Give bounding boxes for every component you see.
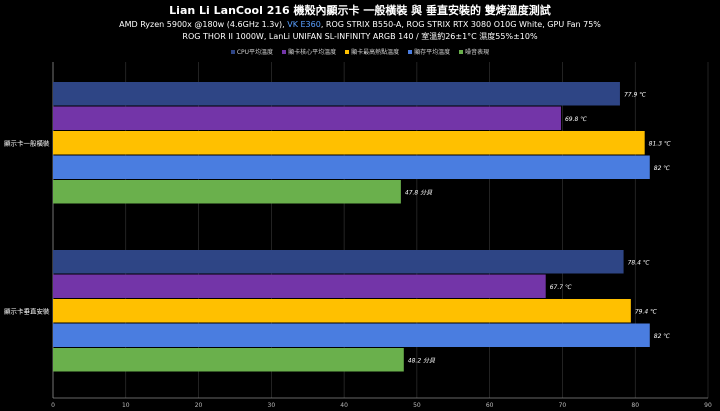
x-tick-label: 40 bbox=[340, 402, 348, 409]
legend-item-0: CPU平均溫度 bbox=[230, 47, 274, 56]
bar bbox=[53, 131, 645, 155]
category-label: 顯示卡一般橫裝 bbox=[4, 138, 50, 147]
x-tick-label: 30 bbox=[268, 402, 276, 409]
bar bbox=[53, 250, 624, 274]
legend-swatch bbox=[345, 49, 350, 54]
x-tick-label: 90 bbox=[704, 402, 712, 409]
bar bbox=[53, 323, 650, 347]
bar bbox=[53, 106, 561, 130]
subtitle-part-a: AMD Ryzen 5900x @180w (4.6GHz 1.3v), bbox=[119, 20, 288, 29]
chart-title: Lian Li LanCool 216 機殼內顯示卡 一般橫裝 與 垂直安裝的 … bbox=[169, 4, 551, 17]
data-label: 47.8 分貝 bbox=[405, 189, 433, 196]
data-label: 77.9 ℃ bbox=[624, 91, 646, 98]
chart-legend: CPU平均溫度 顯卡核心平均溫度 顯卡最高熱點溫度 顯存平均溫度 噪音表現 bbox=[0, 47, 720, 56]
data-label: 81.3 ℃ bbox=[649, 140, 671, 147]
legend-label: 顯卡最高熱點溫度 bbox=[351, 49, 400, 56]
chart-header: Lian Li LanCool 216 機殼內顯示卡 一般橫裝 與 垂直安裝的 … bbox=[0, 4, 720, 42]
subtitle-highlight: VK E360 bbox=[287, 20, 321, 29]
x-tick-label: 10 bbox=[122, 402, 130, 409]
x-tick-label: 0 bbox=[51, 402, 55, 409]
data-label: 82 ℃ bbox=[654, 333, 671, 340]
bar bbox=[53, 155, 650, 179]
legend-label: CPU平均溫度 bbox=[236, 49, 274, 56]
legend-swatch bbox=[282, 49, 287, 54]
data-label: 69.8 ℃ bbox=[565, 116, 587, 123]
legend-label: 顯存平均溫度 bbox=[414, 49, 451, 56]
chart-subtitle-line1: AMD Ryzen 5900x @180w (4.6GHz 1.3v), VK … bbox=[0, 19, 720, 30]
x-tick-label: 70 bbox=[559, 402, 567, 409]
data-label: 79.4 ℃ bbox=[635, 308, 657, 315]
x-tick-label: 50 bbox=[413, 402, 421, 409]
legend-item-4: 噪音表現 bbox=[459, 47, 489, 56]
bar bbox=[53, 348, 404, 372]
chart-subtitle-line2: ROG THOR II 1000W, LanLi UNIFAN SL-INFIN… bbox=[182, 32, 538, 41]
legend-label: 顯卡核心平均溫度 bbox=[288, 49, 337, 56]
subtitle-part-b: , ROG STRIX B550-A, ROG STRIX RTX 3080 O… bbox=[320, 20, 601, 29]
bar bbox=[53, 82, 620, 106]
bar bbox=[53, 274, 546, 298]
data-label: 82 ℃ bbox=[654, 165, 671, 172]
legend-swatch bbox=[459, 49, 464, 54]
x-tick-label: 80 bbox=[631, 402, 639, 409]
legend-swatch bbox=[408, 49, 413, 54]
data-label: 78.4 ℃ bbox=[628, 259, 650, 266]
data-label: 67.7 ℃ bbox=[550, 284, 572, 291]
x-tick-label: 60 bbox=[486, 402, 494, 409]
bar bbox=[53, 299, 631, 323]
legend-item-2: 顯卡最高熱點溫度 bbox=[345, 47, 399, 56]
legend-item-3: 顯存平均溫度 bbox=[408, 47, 450, 56]
legend-item-1: 顯卡核心平均溫度 bbox=[282, 47, 336, 56]
legend-label: 噪音表現 bbox=[465, 49, 490, 56]
category-label: 顯示卡垂直安裝 bbox=[4, 306, 50, 315]
data-label: 48.2 分貝 bbox=[408, 357, 436, 364]
x-tick-label: 20 bbox=[195, 402, 203, 409]
bar bbox=[53, 180, 401, 204]
legend-swatch bbox=[230, 49, 235, 54]
